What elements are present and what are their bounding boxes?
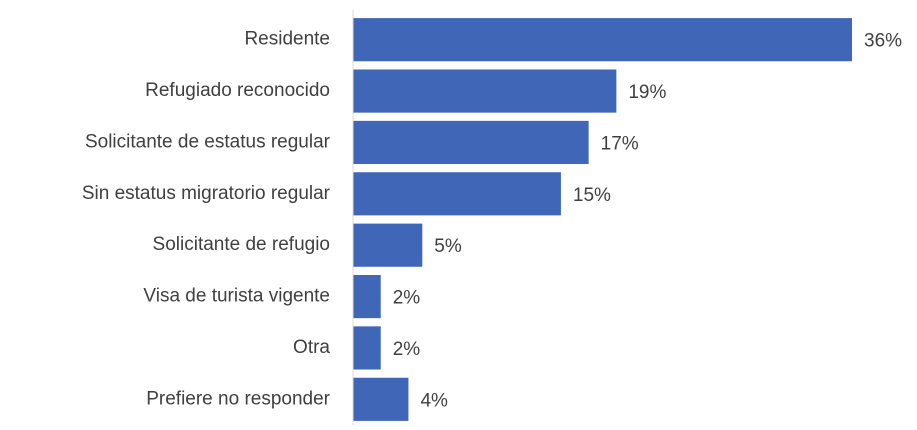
data-label: 5% bbox=[434, 236, 462, 257]
data-label: 17% bbox=[601, 133, 639, 154]
y-tick-label: Residente bbox=[244, 29, 330, 50]
y-tick-label: Otra bbox=[293, 337, 330, 358]
y-tick-label: Sin estatus migratorio regular bbox=[82, 183, 331, 204]
y-tick-label: Solicitante de refugio bbox=[153, 234, 330, 255]
y-tick-label: Prefiere no responder bbox=[146, 388, 330, 409]
bar bbox=[353, 377, 409, 421]
y-tick-label: Visa de turista vigente bbox=[143, 286, 330, 307]
data-label: 36% bbox=[864, 31, 902, 52]
bar bbox=[353, 69, 617, 113]
data-label: 19% bbox=[628, 82, 666, 103]
y-tick-label: Refugiado reconocido bbox=[145, 80, 330, 101]
data-label: 4% bbox=[420, 390, 448, 411]
bar bbox=[353, 326, 381, 370]
data-label: 2% bbox=[393, 288, 421, 309]
bar bbox=[353, 18, 852, 62]
bar bbox=[353, 223, 423, 267]
data-label: 2% bbox=[393, 339, 421, 360]
bar bbox=[353, 120, 589, 165]
bar bbox=[353, 274, 381, 319]
y-tick-label: Solicitante de estatus regular bbox=[85, 131, 331, 152]
data-label: 15% bbox=[573, 185, 611, 206]
bar bbox=[353, 172, 561, 216]
